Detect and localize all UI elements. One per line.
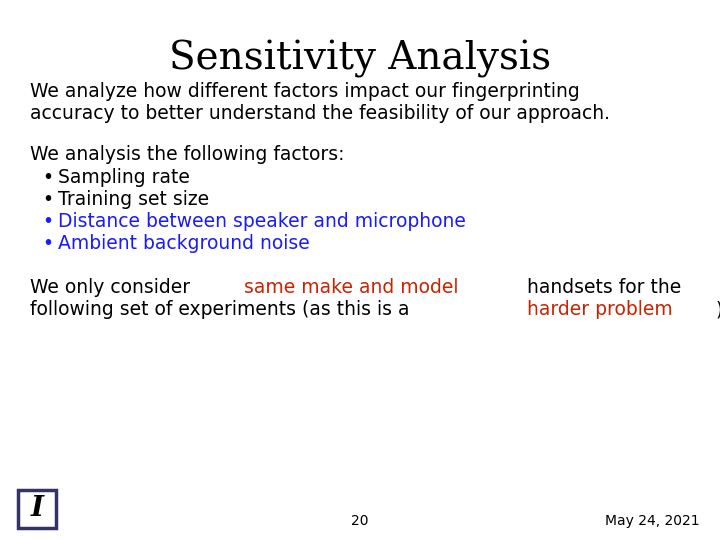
- Text: I: I: [30, 496, 43, 523]
- Text: accuracy to better understand the feasibility of our approach.: accuracy to better understand the feasib…: [30, 104, 610, 123]
- Text: Ambient background noise: Ambient background noise: [58, 234, 310, 253]
- Text: following set of experiments (as this is a: following set of experiments (as this is…: [30, 300, 415, 319]
- Text: Sampling rate: Sampling rate: [58, 168, 190, 187]
- Text: Distance between speaker and microphone: Distance between speaker and microphone: [58, 212, 466, 231]
- Text: May 24, 2021: May 24, 2021: [606, 514, 700, 528]
- Text: handsets for the: handsets for the: [521, 278, 681, 297]
- Text: 20: 20: [351, 514, 369, 528]
- Text: harder problem: harder problem: [528, 300, 673, 319]
- Text: Sensitivity Analysis: Sensitivity Analysis: [169, 40, 551, 78]
- Bar: [18, 490, 56, 528]
- Text: ): ): [716, 300, 720, 319]
- Text: •: •: [42, 168, 53, 187]
- Text: We only consider: We only consider: [30, 278, 196, 297]
- Text: We analysis the following factors:: We analysis the following factors:: [30, 145, 344, 164]
- Text: same make and model: same make and model: [244, 278, 459, 297]
- Text: •: •: [42, 190, 53, 209]
- Text: Training set size: Training set size: [58, 190, 209, 209]
- Text: We analyze how different factors impact our fingerprinting: We analyze how different factors impact …: [30, 82, 580, 101]
- Text: •: •: [42, 234, 53, 253]
- Text: •: •: [42, 212, 53, 231]
